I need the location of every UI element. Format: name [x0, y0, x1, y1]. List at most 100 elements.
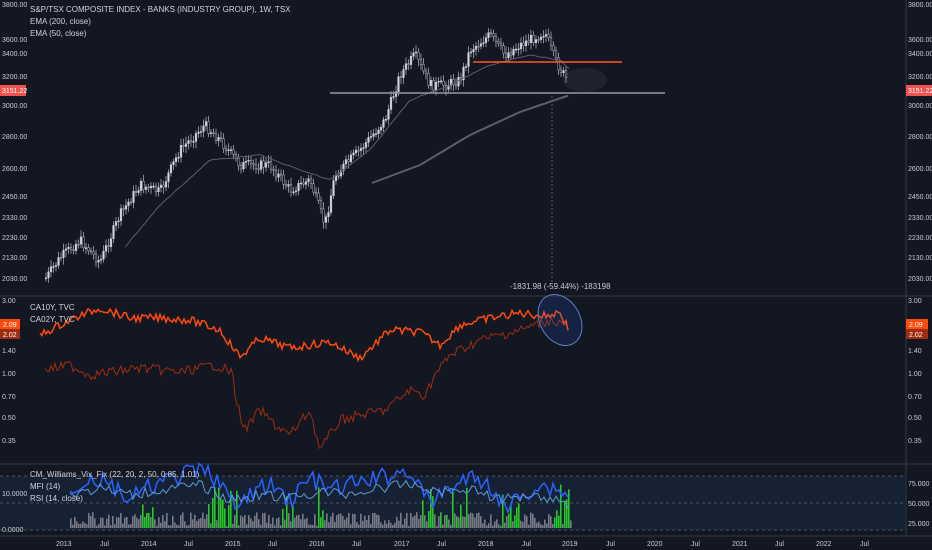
yield-tick: 1.00	[2, 371, 16, 378]
vix-fix-bar	[190, 512, 192, 528]
vix-fix-bar	[422, 500, 424, 528]
vix-fix-bar	[74, 516, 76, 528]
mfi-legend[interactable]: MFI (14)	[30, 482, 61, 491]
candle-body	[422, 64, 425, 72]
candle-body	[402, 69, 405, 78]
rsi-legend[interactable]: RSI (14, close)	[30, 494, 83, 503]
indicator-scale-left[interactable]: 10.0000 0.0000	[2, 491, 27, 534]
main-legend-title[interactable]: S&P/TSX COMPOSITE INDEX - BANKS (INDUSTR…	[30, 5, 291, 14]
candle-body	[462, 66, 465, 81]
ca02y-legend[interactable]: CA02Y, TVC	[30, 315, 75, 324]
vix-fix-bar	[570, 520, 572, 528]
candle-body	[424, 70, 428, 74]
vix-fix-bar	[372, 513, 374, 528]
candle-body	[514, 48, 518, 51]
candle-body	[329, 195, 333, 213]
yield-tick: 0.50	[2, 415, 16, 422]
candle-body	[187, 140, 190, 144]
candle-body	[202, 125, 205, 132]
plot-area[interactable]	[0, 0, 906, 536]
vix-fix-bar	[334, 521, 336, 528]
ca10y-legend[interactable]: CA10Y, TVC	[30, 303, 75, 312]
vix-fix-bar	[228, 504, 230, 528]
vix-fix-bar	[448, 519, 450, 528]
vix-fix-bar	[268, 514, 270, 528]
candle-body	[222, 138, 225, 149]
vix-fix-bar	[196, 520, 198, 528]
candle-body	[44, 277, 48, 280]
candle-body	[404, 63, 408, 70]
candle-body	[289, 184, 293, 193]
candle-body	[394, 91, 398, 97]
price-tick: 2800.00	[908, 134, 932, 141]
candle-body	[499, 42, 503, 46]
ema50-legend[interactable]: EMA (50, close)	[30, 29, 87, 38]
candle-body	[192, 141, 195, 143]
candle-body	[209, 132, 213, 134]
candle-body	[312, 183, 315, 193]
vix-fix-bar	[514, 515, 516, 528]
candle-body	[559, 69, 563, 73]
vix-fix-bar	[470, 512, 472, 528]
vix-fix-bar	[464, 516, 466, 528]
vix-fix-bar	[194, 514, 196, 528]
vix-fix-bar	[436, 525, 438, 528]
price-tick: 2600.00	[908, 166, 932, 173]
candle-body	[189, 140, 193, 143]
vix-fix-bar	[202, 512, 204, 528]
vix-fix-bar	[122, 523, 124, 528]
candle-body	[419, 59, 423, 65]
vix-fix-bar	[388, 519, 390, 528]
vix-fix-bar	[494, 521, 496, 528]
vix-fix-bar	[520, 520, 522, 528]
candle-body	[69, 247, 73, 251]
ema200-legend[interactable]: EMA (200, close)	[30, 17, 91, 26]
candle-body	[99, 258, 103, 261]
vix-fix-bar	[280, 525, 282, 528]
vix-fix-legend[interactable]: CM_Williams_Vix_Fix (22, 20, 2, 50, 0.85…	[30, 470, 200, 479]
yield-scale-right[interactable]: 3.00 1.40 1.00 0.70 0.50 0.35 2.09 2.02	[906, 298, 928, 445]
vix-fix-bar	[534, 517, 536, 528]
vix-fix-bar	[270, 523, 272, 528]
candle-body	[302, 182, 305, 185]
price-tick: 3400.00	[2, 51, 27, 58]
candle-body	[397, 76, 400, 92]
candle-body	[264, 162, 268, 168]
indicator-scale-right[interactable]: 75.000 50.000 25.000	[908, 481, 930, 528]
time-axis[interactable]: 2013 Jul 2014 Jul 2015 Jul 2016 Jul 2017…	[56, 541, 869, 548]
vix-fix-bar	[136, 517, 138, 528]
main-price-scale-right[interactable]: 3800.00 3600.00 3400.00 3200.00 3000.00 …	[906, 2, 932, 283]
candle-body	[399, 76, 403, 78]
candle-body	[252, 163, 255, 166]
time-tick: Jul	[860, 541, 869, 548]
vix-fix-bar	[154, 519, 156, 528]
vix-fix-bar	[536, 522, 538, 528]
ca10y-value-right: 2.09	[909, 322, 923, 329]
time-tick: Jul	[606, 541, 615, 548]
candle-body	[102, 250, 105, 260]
price-tick: 2230.00	[2, 235, 27, 242]
yield-tick: 0.70	[908, 394, 922, 401]
time-tick: Jul	[268, 541, 277, 548]
vix-fix-bar	[182, 512, 184, 528]
candle-body	[469, 51, 473, 54]
main-price-scale-left[interactable]: 3800.00 3600.00 3400.00 3200.00 3000.00 …	[0, 2, 27, 283]
highlight-ellipse[interactable]	[529, 287, 591, 354]
candle-body	[342, 163, 345, 172]
vix-fix-bar	[440, 512, 442, 528]
candle-body	[49, 266, 53, 273]
vix-fix-bar	[282, 508, 284, 528]
price-projection-shape[interactable]	[563, 68, 607, 92]
candle-body	[464, 66, 468, 68]
yield-scale-left[interactable]: 3.00 1.40 1.00 0.70 0.50 0.35 2.09 2.02	[0, 298, 20, 445]
ca02y-badge-right	[906, 329, 928, 339]
candle-body	[177, 157, 180, 159]
candle-body	[494, 36, 498, 42]
candle-body	[282, 174, 285, 185]
candle-body	[362, 147, 365, 149]
time-tick: 2020	[647, 541, 663, 548]
candle-body	[277, 173, 280, 178]
vix-fix-bar	[222, 499, 224, 528]
vix-fix-bar	[502, 494, 504, 528]
